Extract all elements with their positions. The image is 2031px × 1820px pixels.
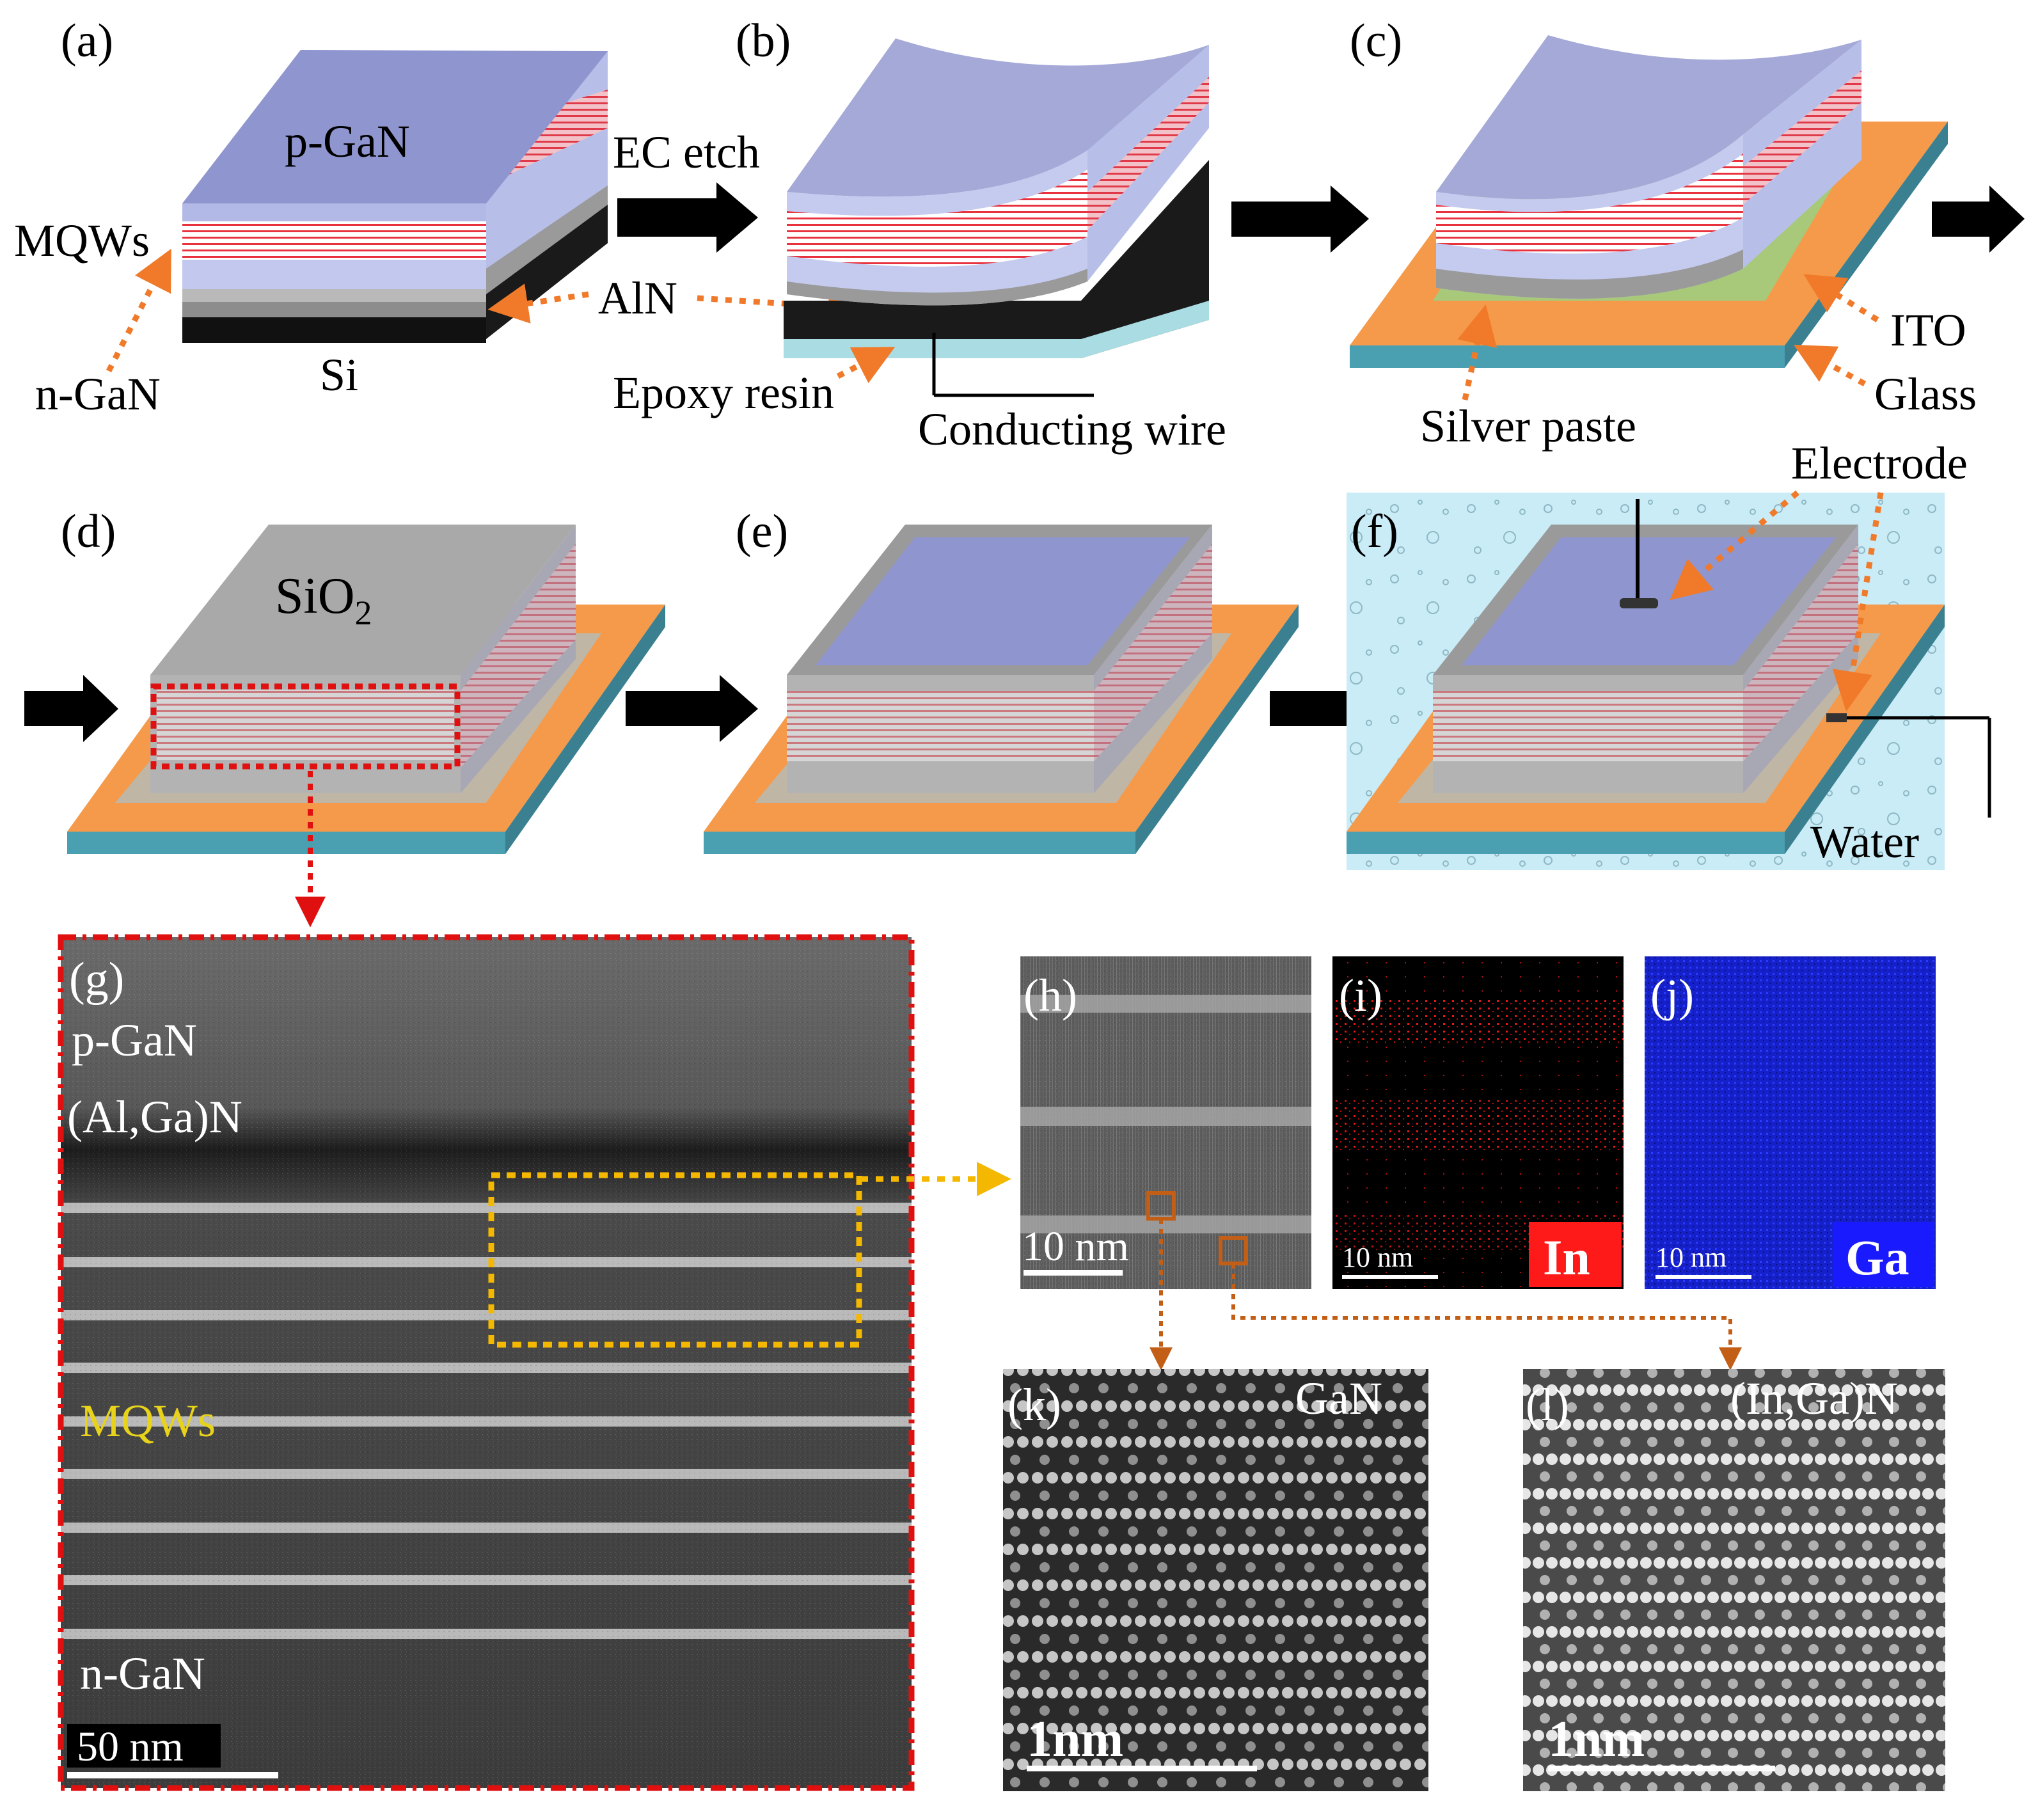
scale-bar-k (1027, 1766, 1257, 1771)
panel-h: (h) 10 nm (1020, 956, 1311, 1289)
top-electrode (1620, 598, 1658, 608)
epoxy-resin-label: Epoxy resin (613, 367, 834, 418)
panel-f-label: (f) (1351, 505, 1398, 558)
process-arrow-5 (626, 675, 758, 742)
in-badge (1529, 1222, 1622, 1287)
scale-text-k: 1nm (1027, 1711, 1123, 1768)
electrode-pointer-top (1670, 490, 1799, 601)
wafer-a-top (182, 50, 608, 203)
bottom-electrode (1826, 713, 1847, 722)
aln-label: AlN (598, 273, 677, 324)
sio2-label: SiO2 (275, 568, 372, 632)
hrtem-gan (1003, 1369, 1428, 1791)
scale-text-h: 10 nm (1022, 1223, 1129, 1270)
tem-p-gan: p-GaN (72, 1015, 197, 1066)
scale-text-j: 10 nm (1656, 1242, 1727, 1273)
panel-g-label: (g) (69, 953, 124, 1006)
panel-b-label: (b) (736, 15, 791, 67)
process-arrow-4 (24, 675, 118, 742)
scale-bar-g (67, 1772, 278, 1778)
panel-e-label: (e) (736, 505, 788, 558)
process-arrow-2 (1231, 186, 1369, 253)
epoxy-pointer (836, 347, 896, 384)
scale-bar-l (1548, 1766, 1775, 1771)
panel-d-label: (d) (61, 505, 116, 558)
panel-k-label: (k) (1008, 1379, 1061, 1430)
panel-l-label: (l) (1526, 1379, 1569, 1430)
sio2-top (150, 525, 576, 675)
tem-mqws: MQWs (80, 1395, 216, 1446)
l-title: (In,Ga)N (1730, 1373, 1898, 1424)
scale-box-g (67, 1724, 221, 1768)
panel-g: (g) p-GaN (Al,Ga)N MQWs n-GaN 50 nm (58, 934, 1011, 1791)
mqws-label: MQWs (14, 215, 150, 266)
g-border (58, 934, 915, 1791)
panel-l: (l) (In,Ga)N 1nm (1523, 1369, 1945, 1791)
scale-bar-i (1342, 1275, 1438, 1279)
panel-c-label: (c) (1350, 15, 1402, 67)
n-gan-label: n-GaN (35, 368, 161, 420)
scale-text-l: 1nm (1548, 1711, 1645, 1768)
panel-j-label: (j) (1650, 970, 1694, 1021)
ga-badge-text: Ga (1845, 1230, 1909, 1285)
panel-j: (j) 10 nm Ga (1645, 956, 1936, 1289)
panel-b: (b) Epoxy resin Conducting wire (613, 15, 1226, 455)
in-badge-text: In (1543, 1230, 1590, 1285)
panel-i-label: (i) (1339, 970, 1382, 1021)
silver-pointer (1457, 304, 1497, 400)
tem-n-gan: n-GaN (80, 1648, 205, 1699)
zoom-pointer-l (1231, 1263, 1742, 1371)
wafer-a-mqw (182, 221, 486, 260)
zoom-region-h (488, 1172, 862, 1348)
panel-d: (d) SiO2 (24, 505, 665, 928)
glass-label: Glass (1874, 368, 1977, 420)
scale-bar-h (1023, 1270, 1123, 1276)
aln-pointer-a (487, 283, 589, 324)
n-gan-pointer (106, 248, 171, 373)
panel-k: (k) GaN 1nm (1003, 1369, 1428, 1791)
mqw-region-box (150, 683, 461, 770)
water-label: Water (1810, 816, 1919, 867)
tem-algan: (Al,Ga)N (67, 1091, 242, 1143)
p-gan-label: p-GaN (285, 116, 410, 167)
conducting-wire-label: Conducting wire (918, 404, 1226, 455)
ga-badge (1833, 1222, 1934, 1287)
panel-a: (a) p-GaN MQWs n-GaN Si (14, 15, 608, 420)
hrtem-ingan (1523, 1369, 1945, 1791)
process-arrow-1 (617, 182, 758, 253)
si-label: Si (320, 349, 358, 400)
ec-etch-label: EC etch (613, 127, 760, 178)
glass-pointer (1793, 344, 1867, 386)
panel-a-label: (a) (61, 15, 113, 67)
silver-paste-label: Silver paste (1420, 400, 1636, 452)
panel-c: (c) ITO Glass Silver paste (1350, 15, 1977, 452)
panel-h-label: (h) (1023, 970, 1077, 1021)
scale-text-g: 50 nm (77, 1723, 184, 1770)
wafer-b-top (787, 38, 1209, 197)
panel-e: (e) (704, 505, 1299, 854)
panel-f: (f) Electrode Water (1347, 438, 1991, 870)
pgan-window-e (816, 537, 1190, 665)
scale-text-i: 10 nm (1342, 1242, 1413, 1273)
panel-i: (i) 10 nm In (1332, 956, 1624, 1289)
ito-label: ITO (1890, 305, 1966, 356)
electrode-label: Electrode (1791, 438, 1968, 489)
k-title: GaN (1295, 1373, 1382, 1424)
scale-bar-j (1656, 1275, 1751, 1279)
process-arrow-3 (1932, 186, 2025, 253)
